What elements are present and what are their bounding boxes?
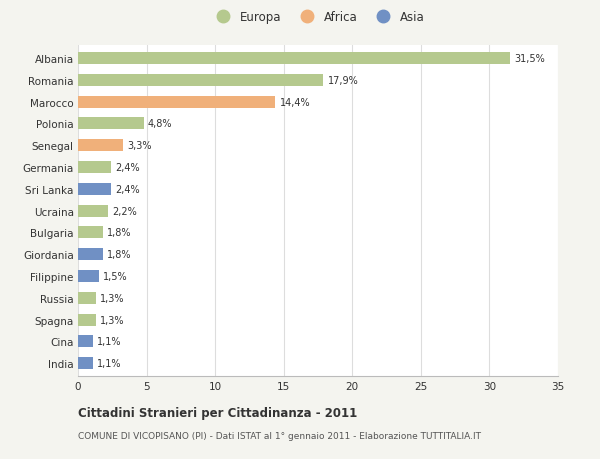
Bar (78, 270, 98, 282)
Text: 2,4%: 2,4% (115, 185, 140, 195)
Bar (78, 96, 275, 108)
Bar (78, 292, 96, 304)
Bar (78, 53, 510, 65)
Bar (78, 205, 108, 217)
Text: 14,4%: 14,4% (280, 97, 310, 107)
Text: 1,3%: 1,3% (100, 315, 124, 325)
Text: 2,4%: 2,4% (115, 162, 140, 173)
Bar (78, 336, 93, 347)
Text: 1,1%: 1,1% (97, 358, 122, 368)
Text: COMUNE DI VICOPISANO (PI) - Dati ISTAT al 1° gennaio 2011 - Elaborazione TUTTITA: COMUNE DI VICOPISANO (PI) - Dati ISTAT a… (78, 431, 481, 441)
Bar (78, 314, 96, 326)
Text: 4,8%: 4,8% (148, 119, 172, 129)
Text: 3,3%: 3,3% (127, 141, 152, 151)
Text: 1,8%: 1,8% (107, 228, 131, 238)
Text: 1,5%: 1,5% (103, 271, 127, 281)
Text: 1,3%: 1,3% (100, 293, 124, 303)
Bar (78, 227, 103, 239)
Bar (78, 140, 123, 152)
Bar (78, 358, 93, 369)
Legend: Europa, Africa, Asia: Europa, Africa, Asia (209, 9, 427, 27)
Bar (78, 184, 111, 196)
Text: Cittadini Stranieri per Cittadinanza - 2011: Cittadini Stranieri per Cittadinanza - 2… (78, 406, 357, 419)
Text: 1,1%: 1,1% (97, 336, 122, 347)
Bar (78, 75, 323, 87)
Bar (78, 249, 103, 261)
Text: 17,9%: 17,9% (328, 76, 358, 86)
Bar (78, 118, 144, 130)
Text: 1,8%: 1,8% (107, 250, 131, 260)
Bar (78, 162, 111, 174)
Text: 2,2%: 2,2% (112, 206, 137, 216)
Text: 31,5%: 31,5% (514, 54, 545, 64)
